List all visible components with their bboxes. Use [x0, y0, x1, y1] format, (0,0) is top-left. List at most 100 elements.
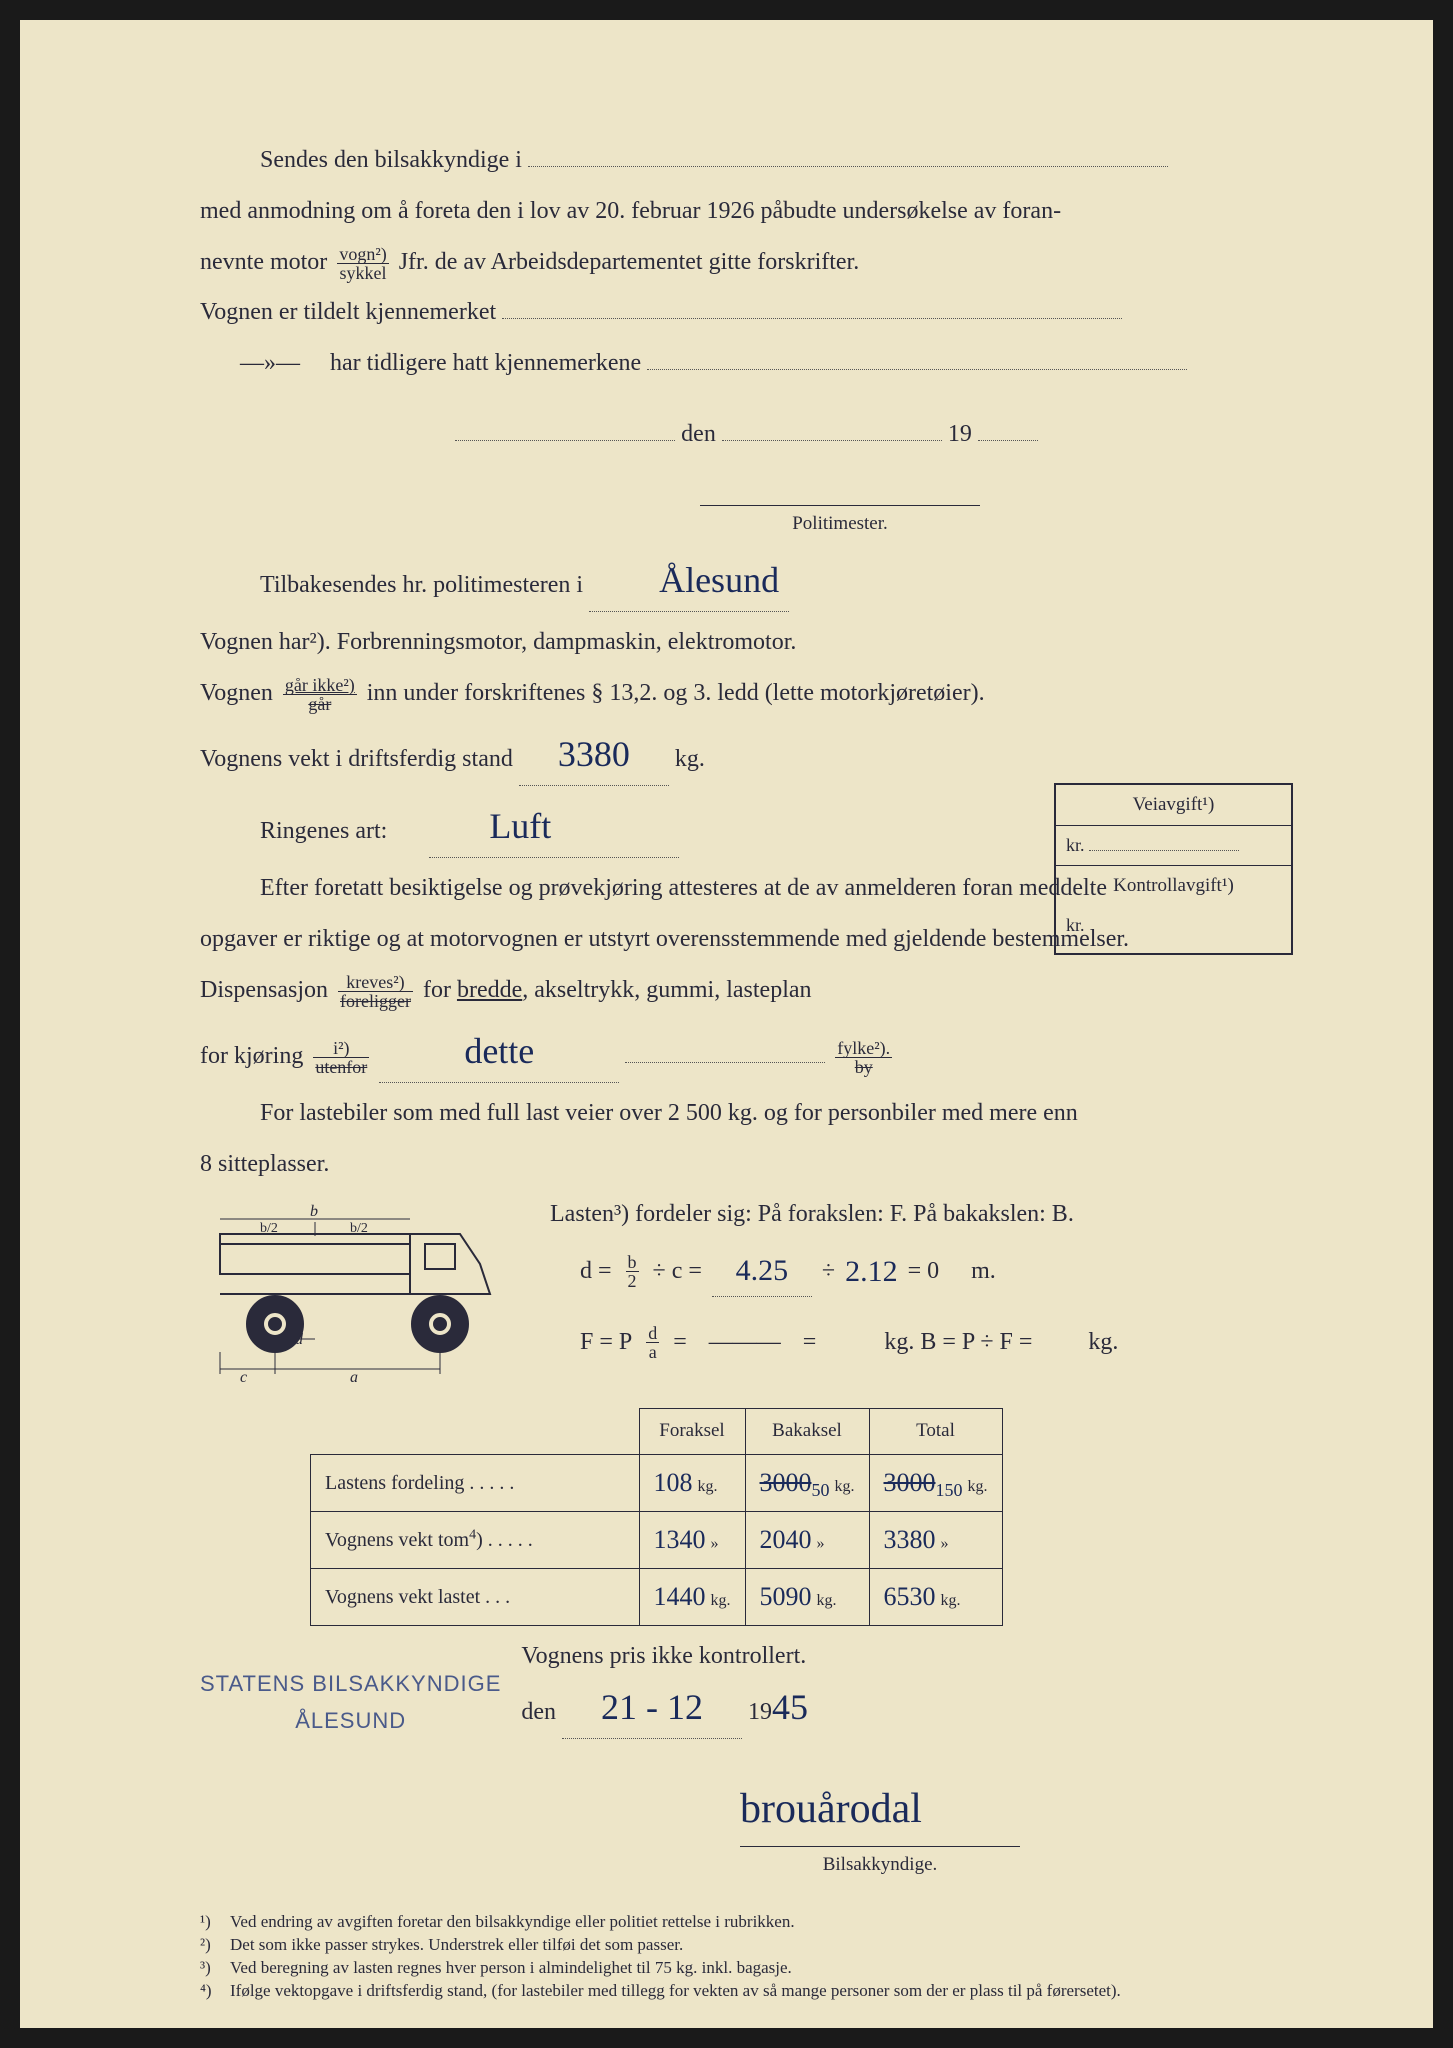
stamp-line1: STATENS BILSAKKYNDIGE [200, 1665, 501, 1702]
document-page: Sendes den bilsakkyndige i med anmodning… [0, 0, 1453, 2048]
text: = [803, 1322, 817, 1363]
text: Dispensasjon [200, 977, 328, 1003]
line-sitteplasser: 8 sitteplasser. [200, 1144, 1293, 1185]
blank-line [647, 369, 1187, 370]
frac-bot: foreligger [338, 992, 413, 1010]
kontrollavgift-kr: kr. [1056, 906, 1291, 953]
text-den: den [681, 421, 716, 447]
val-field: 4.25 [712, 1245, 812, 1297]
year-value: 45 [772, 1687, 808, 1727]
place-field: Ålesund [589, 550, 789, 612]
th-bakaksel: Bakaksel [745, 1409, 869, 1454]
fn-num: ⁴) [200, 1980, 230, 2003]
blank-line [528, 166, 1168, 167]
text: d = [580, 1251, 612, 1292]
fraction-fylke-by: fylke²). by [835, 1039, 892, 1076]
line-sendes: Sendes den bilsakkyndige i [200, 140, 1293, 181]
table-row: Lastens fordeling . . . . . 108 kg. 3000… [311, 1454, 1003, 1512]
svg-text:b/2: b/2 [260, 1221, 278, 1236]
frac-bot: sykkel [337, 264, 388, 282]
svg-text:c: c [240, 1369, 247, 1384]
stamp-line2: ÅLESUND [200, 1702, 501, 1739]
frac-top: kreves²) [338, 973, 413, 992]
text: F = P [580, 1322, 632, 1363]
politimester-label: Politimester. [700, 505, 980, 540]
text: Jfr. de av Arbeidsdepartementet gitte fo… [399, 249, 860, 275]
stamp-date-row: STATENS BILSAKKYNDIGE ÅLESUND Vognens pr… [200, 1636, 1293, 1739]
fn-num: ³) [200, 1957, 230, 1980]
frac-da: d a [646, 1324, 659, 1361]
kontrollavgift-label: Kontrollavgift¹) [1056, 865, 1291, 906]
svg-text:b/2: b/2 [350, 1221, 368, 1236]
text-19: 19 [748, 1699, 772, 1725]
kr-label: kr. [1066, 915, 1085, 935]
row-label: Vognens vekt lastet . . . [311, 1569, 640, 1626]
text: m. [971, 1251, 996, 1292]
row-label: Lastens fordeling . . . . . [311, 1454, 640, 1512]
footnote: ³)Ved beregning av lasten regnes hver pe… [200, 1957, 1293, 1980]
formula-f: F = P d a = ——— = kg. B = P ÷ F = kg. [580, 1322, 1293, 1363]
text: Sendes den bilsakkyndige i [260, 147, 522, 173]
cell: 3380 » [869, 1512, 1002, 1569]
line-kjennemerket: Vognen er tildelt kjennemerket [200, 292, 1293, 333]
cell: 108 kg. [639, 1454, 745, 1512]
weight-field: 3380 [519, 724, 669, 786]
veiavgift-label: Veiavgift¹) [1056, 785, 1291, 825]
kjoring-value: dette [464, 1031, 534, 1071]
fn-num: ²) [200, 1934, 230, 1957]
fraction-gar: går ikke²) går [283, 676, 357, 713]
line-lastebiler: For lastebiler som med full last veier o… [200, 1093, 1293, 1134]
fee-box: Veiavgift¹) kr. Kontrollavgift¹) kr. [1054, 783, 1293, 955]
b: 2 [626, 1272, 639, 1290]
text: nevnte motor [200, 249, 327, 275]
frac-bot: utenfor [313, 1058, 369, 1076]
price-line: Vognens pris ikke kontrollert. [521, 1636, 808, 1677]
th-total: Total [869, 1409, 1002, 1454]
signature: brouårodal [740, 1774, 1293, 1845]
text: , akseltrykk, gummi, lasteplan [522, 977, 811, 1003]
fraction-kreves: kreves²) foreligger [338, 973, 413, 1010]
fn-text: Ved beregning av lasten regnes hver pers… [230, 1957, 792, 1980]
frac-top: i²) [313, 1039, 369, 1058]
bredde-underlined: bredde [457, 977, 522, 1003]
text: Vognen er tildelt kjennemerket [200, 299, 496, 325]
frac-bot: går [283, 695, 357, 713]
frac-top: fylke²). [835, 1039, 892, 1058]
row-label: Vognens vekt tom4) . . . . . [311, 1512, 640, 1569]
blank [1089, 850, 1239, 851]
blank-line [502, 318, 1122, 319]
frac-top: vogn²) [337, 245, 388, 264]
text: kg. B = P ÷ F = [884, 1322, 1032, 1363]
frac-b2: b 2 [626, 1253, 639, 1290]
blank [455, 440, 675, 441]
price-and-date: Vognens pris ikke kontrollert. den 21 - … [521, 1636, 808, 1739]
tyre-value: Luft [489, 806, 551, 846]
line-vekt: Vognens vekt i driftsferdig stand 3380 k… [200, 724, 1293, 786]
text: ÷ c = [653, 1251, 702, 1292]
bilsakkyndige-label: Bilsakkyndige. [740, 1846, 1020, 1881]
weight-table: Foraksel Bakaksel Total Lastens fordelin… [310, 1408, 1003, 1626]
footnote: ⁴)Ifølge vektopgave i driftsferdig stand… [200, 1980, 1293, 2003]
fn-text: Det som ikke passer strykes. Understrek … [230, 1934, 683, 1957]
date-line-2: den 21 - 12 1945 [521, 1677, 808, 1739]
cell: 3000150 kg. [869, 1454, 1002, 1512]
line-vognen-har: Vognen har²). Forbrenningsmotor, dampmas… [200, 622, 1000, 663]
line-vognen-gar: Vognen går ikke²) går inn under forskrif… [200, 673, 1020, 714]
truck-svg: b a c d b/2 b/2 [200, 1194, 520, 1384]
text: Ringenes art: [260, 818, 387, 844]
text: med anmodning om å foreta den i lov av 2… [200, 198, 1061, 224]
line-anmodning: med anmodning om å foreta den i lov av 2… [200, 191, 1293, 232]
text: = 0 [908, 1251, 940, 1292]
fn-text: Ved endring av avgiften foretar den bils… [230, 1911, 795, 1934]
blank [625, 1062, 825, 1063]
th-foraksel: Foraksel [639, 1409, 745, 1454]
fn-num: ¹) [200, 1911, 230, 1934]
text: Vognens vekt i driftsferdig stand [200, 746, 513, 772]
truck-formula-section: b a c d b/2 b/2 Lasten³) fordeler sig: P [200, 1194, 1293, 1398]
ditto-mark: —»— [240, 350, 300, 376]
blank [722, 440, 942, 441]
line-nevnte: nevnte motor vogn²) sykkel Jfr. de av Ar… [200, 242, 1293, 283]
kjoring-field: dette [379, 1021, 619, 1083]
cell: 5090 kg. [745, 1569, 869, 1626]
val: 4.25 [736, 1254, 789, 1287]
